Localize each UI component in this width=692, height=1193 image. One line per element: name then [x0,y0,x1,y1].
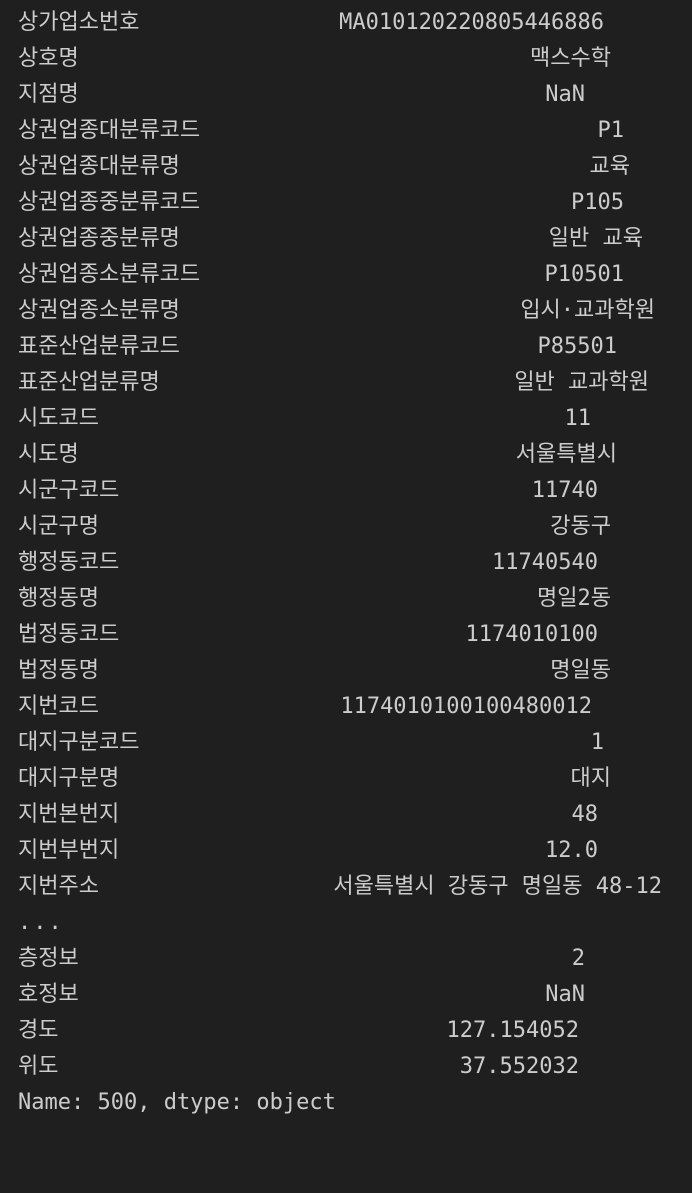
series-key: 행정동코드 [18,550,120,575]
series-value: 일반 교육 [548,226,643,251]
series-key: 상권업종중분류명 [18,226,180,251]
series-row: 지번본번지 48 [0,797,692,833]
series-key: 행정동명 [18,586,99,611]
series-row: 표준산업분류명 일반 교과학원 [0,365,692,401]
series-value: 일반 교과학원 [514,370,649,395]
series-value: 2 [571,946,585,971]
series-key: 경도 [18,1018,59,1043]
series-value: 37.552032 [459,1054,579,1079]
series-value: 명일2동 [537,586,611,611]
series-value: 11 [564,406,592,431]
series-value: 서울특별시 [515,442,617,467]
series-row: 상권업종중분류코드 P105 [0,185,692,221]
series-value: 명일동 [550,658,611,683]
series-key: 대지구분명 [18,766,120,791]
series-key: 표준산업분류코드 [18,334,180,359]
series-row: 지점명 NaN [0,77,692,113]
series-key: 상권업종대분류명 [18,154,180,179]
series-key: 대지구분코드 [18,730,140,755]
series-row: 상호명 맥스수학 [0,41,692,77]
series-value: 입시·교과학원 [520,298,655,323]
series-row: 지번부번지 12.0 [0,833,692,869]
series-row: 상권업종대분류코드 P1 [0,113,692,149]
series-key: 상권업종소분류코드 [18,262,201,287]
series-row: 대지구분코드 1 [0,725,692,761]
series-key: 지점명 [18,82,79,107]
series-key: 지번본번지 [18,802,120,827]
series-value: P85501 [537,334,617,359]
series-value: 11740540 [492,550,598,575]
series-key: 시도명 [18,442,79,467]
series-value: P1 [597,118,625,143]
series-key: 층정보 [18,946,79,971]
series-row: 층정보 2 [0,941,692,977]
series-key: 호정보 [18,982,79,1007]
series-row: 상권업종대분류명 교육 [0,149,692,185]
series-key: 상권업종소분류명 [18,298,180,323]
series-value: 서울특별시 강동구 명일동 48-12 [333,874,662,899]
footer-row: Name: 500, dtype: object [0,1085,692,1121]
series-row: 지번코드 1174010100100480012 [0,689,692,725]
series-name-dtype: Name: 500, dtype: object [18,1090,336,1115]
series-key: 시군구코드 [18,478,120,503]
series-value: 강동구 [550,514,611,539]
series-row: 법정동코드 1174010100 [0,617,692,653]
series-row: 호정보 NaN [0,977,692,1013]
series-key: 상권업종대분류코드 [18,118,201,143]
series-row: 상권업종중분류명 일반 교육 [0,221,692,257]
series-key: 시도코드 [18,406,99,431]
ellipsis-row: ... [0,905,692,941]
series-value: NaN [545,82,585,107]
series-value: 11740 [531,478,598,503]
series-row: 시도명 서울특별시 [0,437,692,473]
series-value: 대지 [570,766,611,791]
series-value: MA010120220805446886 [339,10,604,35]
series-row: 상가업소번호 MA010120220805446886 [0,5,692,41]
series-value: 12.0 [545,838,598,863]
series-row: 지번주소 서울특별시 강동구 명일동 48-12 [0,869,692,905]
series-value: NaN [545,982,585,1007]
series-value: 127.154052 [446,1018,579,1043]
series-row: 시도코드 11 [0,401,692,437]
series-key: 법정동명 [18,658,99,683]
series-row: 표준산업분류코드 P85501 [0,329,692,365]
series-key: 시군구명 [18,514,99,539]
series-key: 표준산업분류명 [18,370,160,395]
series-value: 1 [590,730,604,755]
series-value: 1174010100 [465,622,598,647]
series-key: 지번코드 [18,694,99,719]
series-key: 상가업소번호 [18,10,140,35]
series-value: 1174010100100480012 [340,694,592,719]
series-value: 교육 [589,154,630,179]
series-key: 상호명 [18,46,79,71]
series-value: 48 [571,802,599,827]
series-row: 행정동명 명일2동 [0,581,692,617]
series-row: 행정동코드 11740540 [0,545,692,581]
series-row: 시군구명 강동구 [0,509,692,545]
series-key: 위도 [18,1054,59,1079]
series-row: 경도 127.154052 [0,1013,692,1049]
series-value: 맥스수학 [530,46,611,71]
series-row: 대지구분명 대지 [0,761,692,797]
series-value: P105 [571,190,624,215]
series-key: 법정동코드 [18,622,120,647]
series-row: 위도 37.552032 [0,1049,692,1085]
series-key: 지번부번지 [18,838,120,863]
console-output: 상가업소번호 MA010120220805446886 상호명 맥스수학 지점명… [0,5,692,1121]
series-row: 시군구코드 11740 [0,473,692,509]
ellipsis: ... [18,910,64,935]
series-row: 법정동명 명일동 [0,653,692,689]
series-row: 상권업종소분류코드 P10501 [0,257,692,293]
series-value: P10501 [544,262,624,287]
series-key: 지번주소 [18,874,99,899]
series-key: 상권업종중분류코드 [18,190,201,215]
series-row: 상권업종소분류명 입시·교과학원 [0,293,692,329]
